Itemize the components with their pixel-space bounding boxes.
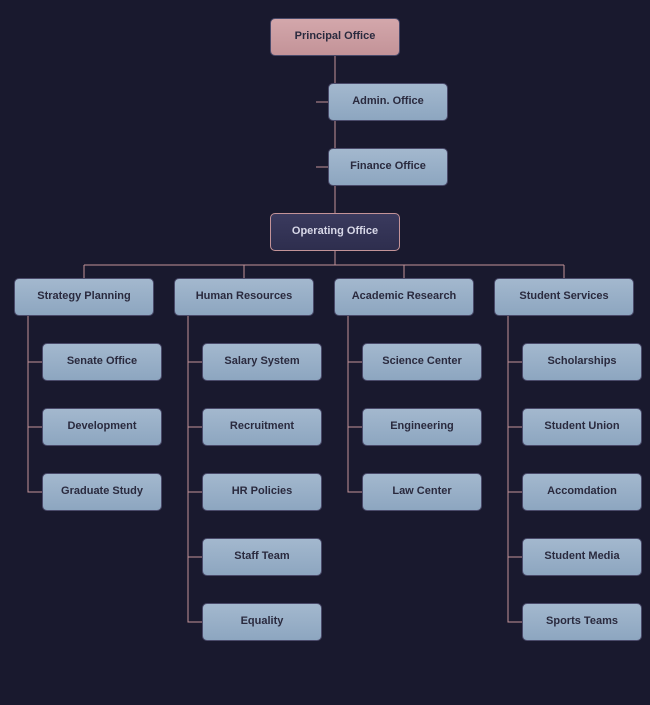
node-law: Law Center (362, 473, 482, 511)
node-equality: Equality (202, 603, 322, 641)
node-engineering: Engineering (362, 408, 482, 446)
node-academic: Academic Research (334, 278, 474, 316)
node-admin: Admin. Office (328, 83, 448, 121)
node-staff: Staff Team (202, 538, 322, 576)
node-graduate: Graduate Study (42, 473, 162, 511)
node-science: Science Center (362, 343, 482, 381)
node-finance: Finance Office (328, 148, 448, 186)
node-development: Development (42, 408, 162, 446)
node-hrpolicies: HR Policies (202, 473, 322, 511)
node-operating: Operating Office (270, 213, 400, 251)
node-student: Student Services (494, 278, 634, 316)
node-union: Student Union (522, 408, 642, 446)
node-strategy: Strategy Planning (14, 278, 154, 316)
node-media: Student Media (522, 538, 642, 576)
node-sports: Sports Teams (522, 603, 642, 641)
node-principal: Principal Office (270, 18, 400, 56)
edge (28, 316, 42, 492)
node-accom: Accomdation (522, 473, 642, 511)
node-recruitment: Recruitment (202, 408, 322, 446)
node-salary: Salary System (202, 343, 322, 381)
edge (348, 316, 362, 492)
node-hr: Human Resources (174, 278, 314, 316)
node-senate: Senate Office (42, 343, 162, 381)
node-scholarships: Scholarships (522, 343, 642, 381)
